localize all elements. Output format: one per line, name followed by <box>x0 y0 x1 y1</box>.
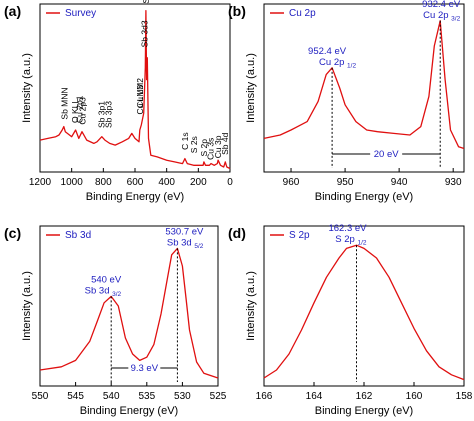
plot-frame <box>263 225 465 387</box>
x-axis-label: Binding Energy (eV) <box>80 405 178 417</box>
peak-value-label: 530.7 eV <box>165 226 204 237</box>
x-tick-label: 158 <box>456 391 473 402</box>
peak-annotation: Sb 3p3 <box>104 101 114 128</box>
x-tick-label: 0 <box>227 177 233 188</box>
plot-frame <box>263 3 465 173</box>
peak-annotation: Cu 3s <box>206 138 216 160</box>
panel-label: (d) <box>228 225 246 241</box>
peak-annotation: Sb 4d <box>220 132 230 154</box>
peak-annotation: Cu LM3 <box>135 85 145 115</box>
peak-annotation: C 1s <box>180 132 190 149</box>
peak-value-label: 932.4 eV <box>422 0 461 10</box>
peak-name-label: Cu 2p 1/2 <box>319 57 356 70</box>
peak-annotation: Cu LM2 <box>135 78 145 108</box>
x-tick-label: 530 <box>174 391 191 402</box>
peak-annotation: Cu 2p1 <box>74 95 84 123</box>
x-tick-label: 940 <box>391 177 408 188</box>
x-tick-label: 1000 <box>61 177 84 188</box>
peak-name-label: Cu 2p 3/2 <box>423 10 460 23</box>
series-line <box>263 244 465 381</box>
y-axis-label: Intensity (a.u.) <box>21 53 33 123</box>
splitting-label-bg <box>370 147 403 159</box>
x-tick-label: 550 <box>32 391 49 402</box>
splitting-label: 20 eV <box>374 149 399 160</box>
peak-name-label: Sb 3d 5/2 <box>167 237 204 250</box>
panel-d: 166 164 162 160 158 Binding Energy (eV) Intens… <box>228 223 473 417</box>
x-tick-label: 950 <box>337 177 354 188</box>
panel-label: (a) <box>4 3 21 19</box>
legend-label: Cu 2p <box>289 8 316 19</box>
panel-c: 550 545 540 535 530 525 Binding Energy (eV) Int… <box>4 225 227 417</box>
peak-value-label: 162.3 eV <box>328 223 367 234</box>
y-axis-label: Intensity (a.u.) <box>245 271 257 341</box>
series-line <box>39 247 219 379</box>
panel-b: 960 950 940 930 Binding Energy (eV) Intensity… <box>228 0 465 203</box>
x-axis-label: Binding Energy (eV) <box>315 191 413 203</box>
x-tick-label: 166 <box>256 391 273 402</box>
series-line <box>39 10 231 170</box>
panel-label: (b) <box>228 3 246 19</box>
x-tick-label: 545 <box>67 391 84 402</box>
legend-label: Sb 3d <box>65 230 91 241</box>
y-axis-label: Intensity (a.u.) <box>21 271 33 341</box>
peak-annotation: Sb 3d3 <box>140 20 150 47</box>
peak-annotation: S 2s <box>189 136 199 153</box>
panel-a: 1200 1000 800 600 400 200 0 Binding Energy (eV)… <box>4 0 233 203</box>
legend-label: Survey <box>65 8 96 19</box>
panel-label: (c) <box>4 225 21 241</box>
x-tick-label: 960 <box>283 177 300 188</box>
x-tick-label: 1200 <box>29 177 52 188</box>
peak-annotation: S 2p <box>199 139 209 157</box>
x-tick-label: 160 <box>406 391 423 402</box>
peak-annotation: O KLL <box>70 99 80 123</box>
peak-value-label: 540 eV <box>91 274 122 285</box>
peak-annotation: Sb 3d5 <box>141 0 151 4</box>
x-tick-label: 525 <box>210 391 227 402</box>
y-axis-label: Intensity (a.u.) <box>245 53 257 123</box>
splitting-label-bg <box>128 361 161 373</box>
plot-frame <box>39 225 219 387</box>
x-tick-label: 600 <box>127 177 144 188</box>
peak-annotation: Sb 3p1 <box>96 101 106 128</box>
x-tick-label: 800 <box>95 177 112 188</box>
x-tick-label: 540 <box>103 391 120 402</box>
x-tick-label: 930 <box>445 177 462 188</box>
legend-label: S 2p <box>289 230 310 241</box>
peak-annotation: Cu 2p3 <box>77 97 87 125</box>
series-line <box>263 20 465 150</box>
splitting-label: 9.3 eV <box>131 363 159 374</box>
x-tick-label: 164 <box>306 391 323 402</box>
peak-value-label: 952.4 eV <box>308 46 347 57</box>
x-tick-label: 535 <box>138 391 155 402</box>
peak-annotation: Cu 3p <box>213 135 223 158</box>
peak-name-label: Sb 3d 3/2 <box>85 285 122 298</box>
x-tick-label: 162 <box>356 391 373 402</box>
peak-annotation: Sb MNN <box>60 87 70 119</box>
x-tick-label: 400 <box>158 177 175 188</box>
x-axis-label: Binding Energy (eV) <box>315 405 413 417</box>
x-axis-label: Binding Energy (eV) <box>86 191 184 203</box>
peak-name-label: S 2p 1/2 <box>335 234 367 247</box>
x-tick-label: 200 <box>190 177 207 188</box>
